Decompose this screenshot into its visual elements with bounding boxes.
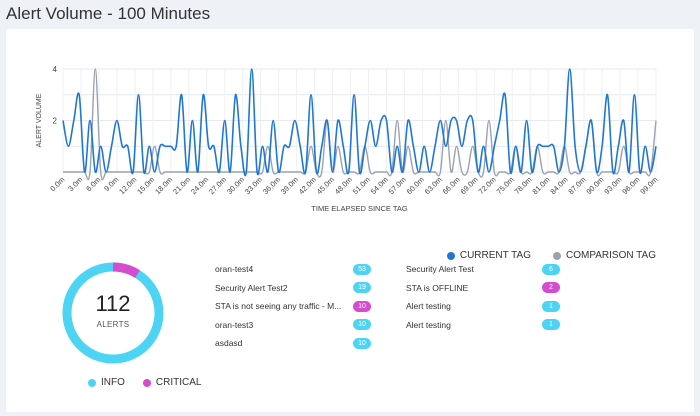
x-tick-label: 42.0m — [297, 175, 318, 196]
alert-count-badge: 53 — [353, 263, 371, 275]
legend-info[interactable]: INFO — [88, 377, 125, 388]
x-tick-label: 27.0m — [207, 175, 228, 196]
alert-row[interactable]: oran-test3 10 — [215, 318, 371, 332]
x-tick-label: 33.0m — [243, 175, 264, 196]
legend-comparison-label: COMPARISON TAG — [565, 250, 656, 261]
x-tick-label: 21.0m — [171, 175, 192, 196]
x-tick-label: 93.0m — [602, 175, 623, 196]
y-tick-label: 4 — [53, 65, 58, 74]
x-tick-label: 24.0m — [189, 175, 210, 196]
x-tick-label: 18.0m — [153, 175, 174, 196]
x-tick-label: 3.0m — [66, 175, 84, 193]
x-tick-label: 12.0m — [117, 175, 138, 196]
x-tick-label: 45.0m — [315, 175, 336, 196]
alert-name: Alert testing — [406, 319, 451, 330]
alert-row[interactable]: asdasd 10 — [215, 336, 371, 350]
alert-name: oran-test4 — [215, 264, 254, 274]
alert-row[interactable]: Alert testing 1 — [406, 318, 560, 332]
alert-name: Alert testing — [406, 301, 451, 311]
comparison-tag-line — [62, 68, 657, 181]
x-tick-label: 51.0m — [351, 175, 372, 196]
page-title: Alert Volume - 100 Minutes — [6, 4, 211, 23]
x-tick-label: 60.0m — [405, 175, 426, 196]
critical-dot — [142, 378, 151, 387]
x-tick-label: 99.0m — [638, 175, 659, 196]
x-tick-label: 63.0m — [423, 175, 444, 196]
x-tick-label: 90.0m — [584, 175, 605, 196]
alert-count-badge: 1 — [542, 319, 560, 330]
x-tick-label: 39.0m — [279, 175, 300, 196]
alert-count-badge: 10 — [353, 337, 371, 349]
alert-count-badge: 1 — [542, 300, 560, 312]
info-dot — [88, 378, 96, 387]
alert-name: STA is not seeing any traffic - M... — [215, 301, 342, 311]
donut-total: 112 — [95, 291, 131, 316]
alert-name: STA is OFFLINE — [406, 282, 469, 293]
x-tick-label: 69.0m — [459, 175, 480, 196]
y-axis-label: ALERT VOLUME — [36, 93, 43, 147]
y-tick-label: 2 — [53, 117, 58, 126]
donut-ring — [62, 262, 164, 364]
x-tick-label: 81.0m — [530, 175, 551, 196]
x-tick-label: 54.0m — [369, 175, 390, 196]
alert-row[interactable]: Security Alert Test2 19 — [215, 281, 371, 295]
x-tick-label: 72.0m — [477, 175, 498, 196]
x-tick-label: 0.0m — [48, 175, 66, 193]
x-tick-label: 30.0m — [225, 175, 246, 196]
comparison-tag-dot — [552, 251, 561, 260]
alert-name: oran-test3 — [215, 319, 254, 330]
alert-row[interactable]: STA is OFFLINE 2 — [406, 281, 560, 295]
alert-name: Security Alert Test2 — [215, 282, 288, 293]
x-tick-label: 57.0m — [387, 175, 408, 196]
x-tick-label: 66.0m — [441, 175, 462, 196]
alerts-donut: 112 ALERTS — [62, 262, 164, 364]
legend-critical-label: CRITICAL — [155, 377, 202, 388]
x-tick-label: 78.0m — [513, 175, 534, 196]
legend-comparison-tag[interactable]: COMPARISON TAG — [552, 250, 656, 261]
alert-row[interactable]: STA is not seeing any traffic - M... 10 — [215, 299, 371, 313]
alert-count-badge: 2 — [542, 282, 560, 293]
alert-row[interactable]: oran-test4 53 — [215, 262, 371, 276]
alert-count-badge: 19 — [353, 282, 371, 293]
x-tick-label: 36.0m — [261, 175, 282, 196]
donut-label: ALERTS — [96, 320, 130, 329]
alert-name: Security Alert Test — [406, 264, 474, 274]
chart-legend: CURRENT TAG COMPARISON TAG — [446, 250, 656, 261]
x-tick-label: 75.0m — [495, 175, 516, 196]
alert-count-badge: 10 — [353, 319, 371, 330]
alert-name: asdasd — [215, 338, 243, 348]
alert-row[interactable]: Security Alert Test 6 — [406, 262, 560, 276]
alert-count-badge: 6 — [542, 263, 560, 275]
donut-critical-arc — [62, 262, 164, 364]
x-tick-label: 48.0m — [333, 175, 354, 196]
alert-volume-card: 2 4 ALERT VOLUME 0.0m 3.0m 6.0m 9.0m 12.0m 15.0m… — [6, 29, 694, 412]
current-tag-line — [62, 68, 657, 177]
alert-count-badge: 10 — [353, 300, 371, 312]
severity-legend: INFO CRITICAL — [88, 377, 201, 388]
legend-current-tag[interactable]: CURRENT TAG — [446, 250, 531, 261]
x-tick-label: 87.0m — [566, 175, 587, 196]
legend-critical[interactable]: CRITICAL — [142, 377, 202, 388]
x-tick-label: 15.0m — [135, 175, 156, 196]
current-tag-dot — [446, 251, 455, 260]
x-axis-label: TIME ELAPSED SINCE TAG — [311, 204, 408, 213]
legend-current-label: CURRENT TAG — [459, 250, 531, 261]
x-tick-label: 84.0m — [548, 175, 569, 196]
alert-row[interactable]: Alert testing 1 — [406, 299, 560, 313]
legend-info-label: INFO — [101, 377, 125, 388]
x-tick-label: 96.0m — [620, 175, 641, 196]
